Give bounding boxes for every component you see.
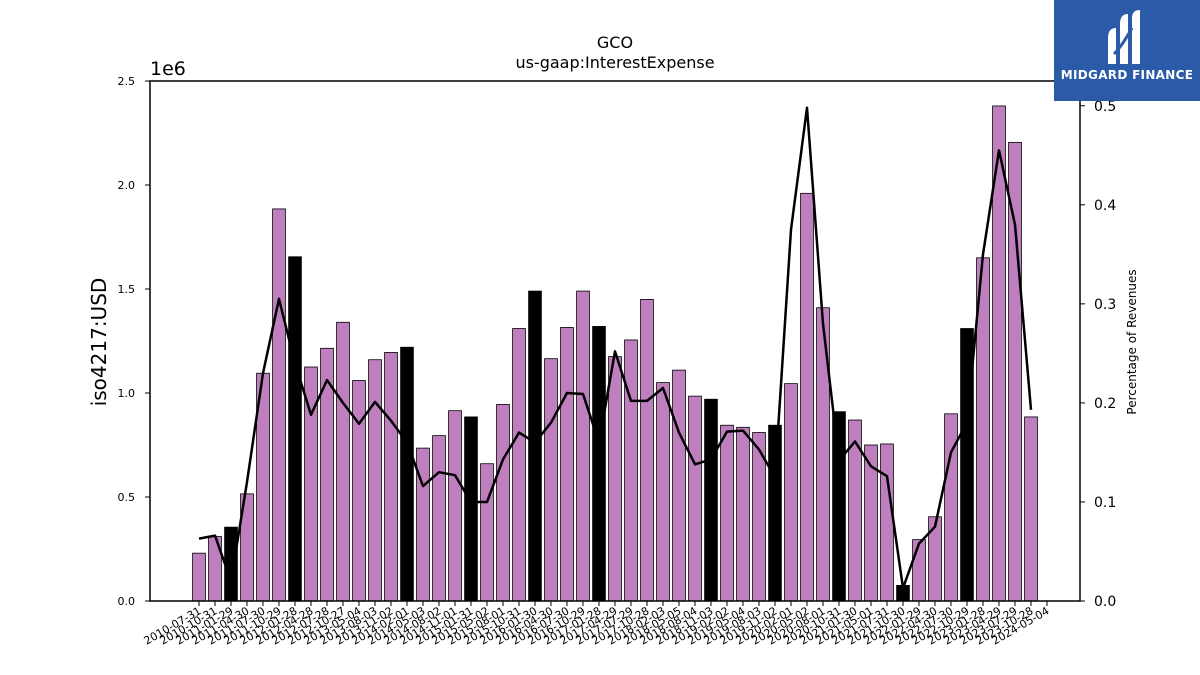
bar-2023-07-29: [1008, 141, 1022, 602]
y2-axis-label: Percentage of Revenues: [1125, 269, 1139, 414]
ratio-line-group: [198, 106, 1033, 590]
midgard-logo-icon: [1108, 10, 1140, 64]
bar-2016-07-30: [560, 327, 574, 602]
bar-2013-11-02: [384, 352, 398, 602]
bar-2018-11-03: [704, 398, 718, 602]
bar-2018-08-04: [688, 395, 702, 602]
bar-2022-01-29: [912, 539, 926, 602]
bar-2020-02-01: [784, 383, 798, 602]
y-tick-label: 1.0: [118, 387, 136, 400]
bar-2020-10-31: [832, 411, 846, 602]
bar-2011-01-29: [224, 526, 238, 602]
bar-2012-10-27: [336, 321, 350, 602]
bar-2018-05-05: [672, 369, 686, 602]
y-tick-label: 2.0: [118, 179, 136, 192]
y-offset-label: 1e6: [150, 58, 186, 80]
chart-subtitle: us-gaap:InterestExpense: [515, 53, 714, 72]
y2-tick-label: 0.2: [1094, 396, 1116, 412]
bar-2016-10-29: [576, 290, 590, 602]
bar-2019-02-02: [720, 424, 734, 602]
bar-2021-07-31: [880, 443, 894, 602]
bar-2017-10-28: [640, 298, 654, 602]
bar-2022-04-30: [928, 516, 942, 602]
bar-2011-10-29: [272, 208, 286, 602]
y2-tick-label: 0.3: [1094, 297, 1116, 313]
y-axis-label: iso4217:USD: [87, 278, 111, 407]
bar-2013-05-04: [352, 380, 366, 602]
bar-2017-04-29: [608, 356, 622, 602]
ratio-line: [198, 106, 1033, 590]
bar-2015-10-31: [512, 328, 526, 602]
chart-title: GCO: [597, 33, 633, 52]
brand-logo: MIDGARD FINANCE: [1054, 0, 1200, 101]
bar-2014-11-01: [448, 410, 462, 602]
logo-text: MIDGARD FINANCE: [1060, 68, 1194, 82]
bar-2018-02-03: [656, 382, 670, 602]
bar-2016-04-30: [544, 358, 558, 602]
bar-2015-08-01: [496, 404, 510, 602]
y2-tick-label: 0.4: [1094, 198, 1116, 214]
bar-2019-05-04: [736, 426, 750, 602]
bar-2014-02-01: [400, 346, 414, 602]
bar-2010-07-31: [192, 552, 206, 602]
bar-2015-01-31: [464, 416, 478, 602]
bar-2023-10-28: [1024, 416, 1038, 602]
bar-2014-08-02: [432, 435, 446, 602]
y-tick-label: 1.5: [118, 283, 136, 296]
bar-2017-07-29: [624, 339, 638, 602]
y2-tick-label: 0.0: [1094, 594, 1116, 610]
y2-tick-label: 0.1: [1094, 495, 1116, 511]
bar-2015-05-02: [480, 463, 494, 602]
y-tick-label: 0.0: [118, 595, 136, 608]
y-tick-label: 2.5: [118, 75, 136, 88]
y-tick-label: 0.5: [118, 491, 136, 504]
bar-2019-11-02: [768, 424, 782, 602]
axes-group: 0.00.51.01.52.02.50.00.10.20.30.40.52010…: [118, 75, 1117, 648]
bar-2012-01-28: [288, 256, 302, 602]
bar-2013-08-03: [368, 359, 382, 602]
bar-2016-01-30: [528, 290, 542, 602]
y2-tick-label: 0.5: [1094, 99, 1116, 115]
bar-2017-01-28: [592, 326, 606, 602]
bar-2020-05-02: [800, 192, 814, 602]
